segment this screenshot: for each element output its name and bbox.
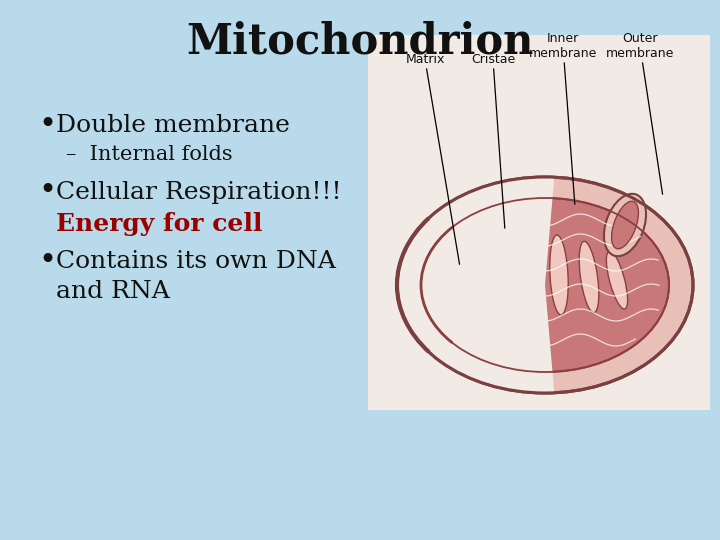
Text: Inner
membrane: Inner membrane bbox=[528, 32, 597, 204]
Text: Energy for cell: Energy for cell bbox=[56, 212, 262, 236]
Polygon shape bbox=[397, 177, 554, 393]
Ellipse shape bbox=[520, 233, 538, 317]
Text: •: • bbox=[38, 246, 56, 278]
Text: •: • bbox=[38, 177, 56, 207]
Ellipse shape bbox=[492, 231, 510, 315]
Text: Matrix: Matrix bbox=[405, 53, 459, 264]
Ellipse shape bbox=[464, 226, 482, 314]
Text: Cellular Respiration!!!: Cellular Respiration!!! bbox=[56, 180, 341, 204]
Ellipse shape bbox=[550, 235, 568, 315]
Text: Outer
membrane: Outer membrane bbox=[606, 32, 674, 194]
Ellipse shape bbox=[421, 198, 669, 372]
Bar bbox=[368, 35, 710, 410]
Ellipse shape bbox=[434, 234, 456, 315]
Text: Double membrane: Double membrane bbox=[56, 113, 290, 137]
Text: Cristae: Cristae bbox=[471, 53, 515, 228]
Text: –  Internal folds: – Internal folds bbox=[66, 145, 233, 165]
Ellipse shape bbox=[579, 241, 599, 313]
Text: Contains its own DNA: Contains its own DNA bbox=[56, 251, 336, 273]
Text: Mitochondrion: Mitochondrion bbox=[186, 21, 534, 63]
Ellipse shape bbox=[611, 201, 639, 249]
Text: •: • bbox=[38, 110, 56, 140]
Ellipse shape bbox=[397, 177, 693, 393]
Ellipse shape bbox=[606, 251, 628, 309]
Text: and RNA: and RNA bbox=[56, 280, 170, 303]
Ellipse shape bbox=[604, 194, 646, 256]
